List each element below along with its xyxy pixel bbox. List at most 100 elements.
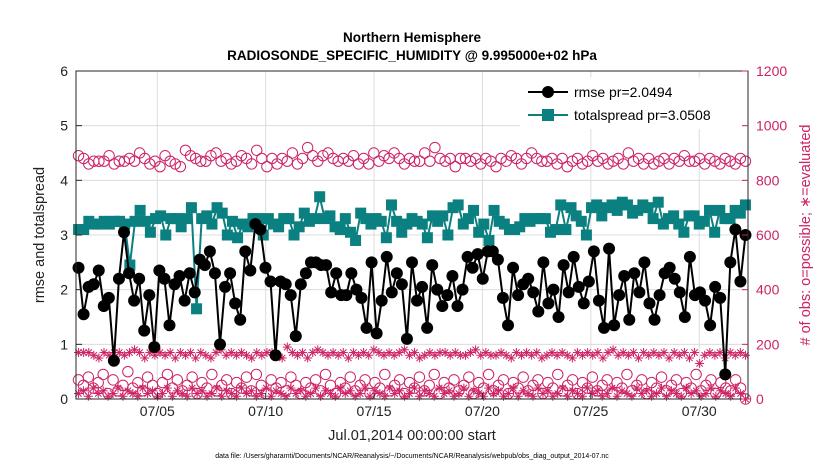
totalspread-point <box>709 226 721 238</box>
rmse-point <box>178 294 191 307</box>
asterisk-stroke <box>640 348 648 357</box>
asterisk-stroke <box>609 346 617 354</box>
obs-evaluated-point <box>710 350 720 360</box>
totalspread-point <box>514 221 526 233</box>
rmse-point <box>704 319 717 332</box>
asterisk-stroke <box>687 389 695 398</box>
rmse-point <box>411 294 424 307</box>
rmse-point <box>496 291 509 304</box>
asterisk-stroke <box>277 389 285 398</box>
rmse-point <box>709 280 722 293</box>
asterisk-stroke <box>544 387 552 395</box>
asterisk-stroke <box>460 384 468 392</box>
asterisk-stroke <box>351 392 359 400</box>
obs-evaluated-point <box>333 350 343 360</box>
totalspread-point <box>473 226 485 238</box>
y-right-tick-label: 1200 <box>756 63 787 79</box>
totalspread-point <box>257 229 269 241</box>
legend-box <box>520 77 742 129</box>
rmse-point <box>673 286 686 299</box>
asterisk-stroke <box>660 348 668 357</box>
asterisk-stroke <box>390 351 398 359</box>
asterisk-stroke <box>237 384 246 392</box>
asterisk-stroke <box>341 389 349 398</box>
asterisk-stroke <box>395 348 403 357</box>
asterisk-stroke <box>299 348 307 357</box>
rmse-point <box>87 278 100 291</box>
obs-possible-point <box>275 376 287 389</box>
rmse-point <box>613 289 626 302</box>
rmse-point <box>532 305 545 318</box>
obs-possible-point <box>408 155 421 167</box>
totalspread-point <box>724 213 736 225</box>
legend-totalspread-marker <box>542 109 554 121</box>
totalspread-point <box>221 229 233 241</box>
rmse-point <box>653 289 666 302</box>
obs-possible-point <box>449 160 461 173</box>
asterisk-stroke <box>655 351 663 359</box>
obs-evaluated-point <box>88 383 98 393</box>
rmse-point <box>431 283 444 296</box>
rmse-point <box>112 272 125 285</box>
asterisk-stroke <box>297 387 305 395</box>
obs-evaluated-point <box>528 391 538 401</box>
asterisk-stroke <box>258 351 266 359</box>
chart-subtitle: RADIOSONDE_SPECIFIC_HUMIDITY @ 9.995000e… <box>227 48 597 63</box>
asterisk-stroke <box>228 389 236 398</box>
asterisk-stroke <box>213 384 221 392</box>
asterisk-stroke <box>726 348 734 357</box>
obs-possible-point <box>92 376 104 389</box>
obs-evaluated-point <box>328 348 338 358</box>
asterisk-stroke <box>355 351 363 359</box>
rmse-point <box>107 354 120 367</box>
asterisk-stroke <box>732 384 740 392</box>
obs-evaluated-point <box>241 389 251 399</box>
obs-evaluated-point <box>84 348 94 358</box>
asterisk-stroke <box>136 348 144 357</box>
asterisk-stroke <box>431 351 439 359</box>
rmse-point <box>279 278 292 291</box>
totalspread-point <box>673 218 685 230</box>
asterisk-stroke <box>573 348 581 357</box>
y-left-tick-label: 6 <box>60 63 68 79</box>
asterisk-stroke <box>100 348 108 357</box>
obs-evaluated-point <box>573 389 583 399</box>
totalspread-point <box>560 224 572 236</box>
asterisk-stroke <box>282 392 290 400</box>
asterisk-stroke <box>376 389 384 398</box>
obs-possible-point <box>379 368 391 381</box>
obs-evaluated-point <box>686 389 696 399</box>
obs-evaluated-point <box>212 383 222 393</box>
obs-evaluated-point <box>222 386 232 396</box>
asterisk-stroke <box>451 348 459 357</box>
obs-possible-point <box>517 371 529 383</box>
asterisk-stroke <box>421 351 429 359</box>
obs-evaluated-point <box>170 353 180 363</box>
asterisk-stroke <box>360 348 368 357</box>
obs-possible-point <box>245 158 258 170</box>
asterisk-stroke <box>278 354 286 362</box>
totalspread-point <box>704 204 716 216</box>
asterisk-stroke <box>667 387 675 395</box>
obs-evaluated-point <box>167 391 177 401</box>
asterisk-stroke <box>675 351 683 359</box>
totalspread-point <box>550 224 562 236</box>
obs-evaluated-point <box>99 348 109 358</box>
obs-possible-point <box>690 368 702 381</box>
asterisk-stroke <box>492 351 500 359</box>
rmse-point <box>512 289 525 302</box>
totalspread-point <box>144 226 156 238</box>
asterisk-stroke <box>94 389 102 398</box>
obs-evaluated-point <box>516 350 526 360</box>
totalspread-point <box>252 213 264 225</box>
asterisk-stroke <box>233 392 241 400</box>
obs-possible-point <box>132 376 144 389</box>
rmse-point <box>143 289 156 302</box>
totalspread-point <box>739 199 751 211</box>
obs-possible-point <box>103 150 115 162</box>
rmse-point <box>133 272 146 285</box>
obs-evaluated-point <box>321 386 331 396</box>
asterisk-stroke <box>553 351 561 359</box>
obs-evaluated-point <box>740 350 750 360</box>
